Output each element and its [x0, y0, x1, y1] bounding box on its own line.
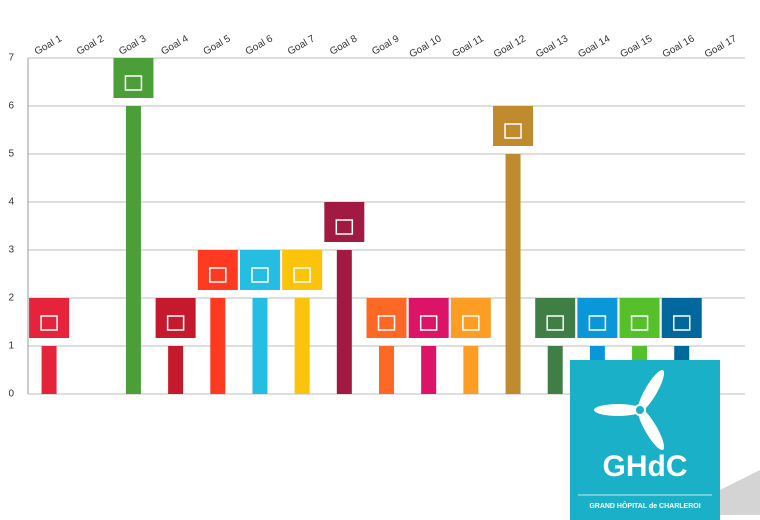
sdg-icon-box	[408, 298, 449, 338]
sdg-icon	[282, 250, 323, 290]
sdg-icon	[155, 298, 196, 338]
logo-subtitle: GRAND HÔPITAL de CHARLEROI	[589, 501, 700, 510]
y-tick-label: 1	[8, 341, 14, 352]
y-tick-label: 5	[8, 149, 14, 160]
x-tick-label: Goal 2	[75, 33, 106, 57]
bar	[547, 346, 563, 394]
y-tick-label: 0	[8, 389, 14, 400]
sdg-icon-glyph	[166, 315, 185, 331]
logo-name: GHdC	[603, 450, 688, 483]
sdg-icon-box	[577, 298, 618, 338]
bar	[294, 298, 310, 394]
sdg-icon	[661, 298, 702, 338]
sdg-icon-box	[535, 298, 576, 338]
x-tick-label: Goal 4	[159, 33, 190, 57]
sdg-icon-glyph	[40, 315, 58, 331]
sdg-icon	[535, 298, 576, 338]
x-tick-label: Goal 8	[328, 33, 359, 57]
bar	[41, 346, 57, 394]
sdg-icon	[366, 298, 407, 338]
sdg-icon	[324, 202, 365, 242]
sdg-icon-glyph	[630, 315, 649, 331]
sdg-icon-box	[366, 298, 407, 338]
sdg-icon-glyph	[504, 123, 522, 139]
bar	[463, 346, 479, 394]
x-tick-label: Goal 14	[576, 33, 612, 60]
sdg-icon-glyph	[462, 315, 480, 331]
x-tick-label: Goal 10	[408, 33, 444, 60]
x-tick-label: Goal 7	[286, 33, 317, 57]
sdg-icon-box	[450, 298, 491, 338]
sdg-icon-box	[155, 298, 196, 338]
sdg-icon-glyph	[672, 315, 691, 331]
sdg-icon-glyph	[419, 315, 438, 331]
logo-blade	[594, 404, 642, 416]
logo-hub	[634, 404, 646, 416]
logo: GHdC GRAND HÔPITAL de CHARLEROI	[570, 360, 720, 520]
sdg-icon	[493, 106, 534, 146]
bar	[210, 298, 226, 394]
x-tick-label: Goal 13	[534, 33, 570, 60]
x-tick-label: Goal 9	[370, 33, 401, 57]
x-tick-label: Goal 15	[619, 33, 655, 60]
bar	[336, 250, 352, 394]
x-tick-label: Goal 6	[244, 33, 275, 57]
sdg-icon-glyph	[124, 75, 143, 91]
bar	[505, 154, 521, 394]
sdg-icon-box	[29, 298, 70, 338]
sdg-icon	[408, 298, 449, 338]
sdg-icon	[450, 298, 491, 338]
sdg-icon-glyph	[546, 315, 564, 331]
bar	[252, 298, 268, 394]
sdg-icon-glyph	[293, 267, 311, 283]
logo-box	[570, 360, 720, 520]
sdg-icon-box	[619, 298, 660, 338]
sdg-icon	[113, 58, 154, 98]
x-tick-label: Goal 11	[450, 33, 486, 60]
x-tick-label: Goal 3	[117, 33, 148, 57]
sdg-icon-glyph	[209, 267, 227, 283]
y-tick-label: 7	[8, 53, 14, 64]
x-tick-label: Goal 12	[492, 33, 528, 60]
sdg-icon	[197, 250, 238, 290]
sdg-icon	[577, 298, 618, 338]
x-tick-label: Goal 16	[661, 33, 697, 60]
sdg-icon-glyph	[251, 267, 269, 283]
sdg-icon	[619, 298, 660, 338]
sdg-icon-glyph	[588, 315, 607, 331]
sdg-icon-box	[239, 250, 280, 290]
sdg-icon-box	[113, 58, 154, 98]
x-tick-label: Goal 1	[33, 33, 64, 57]
y-tick-label: 3	[8, 245, 14, 256]
sdg-icon-box	[282, 250, 323, 290]
sdg-icon	[29, 298, 70, 338]
bar	[421, 346, 437, 394]
y-tick-label: 2	[8, 293, 14, 304]
logo-blade	[637, 408, 665, 451]
logo-blade	[637, 369, 665, 412]
bar	[125, 106, 141, 394]
sdg-icon-box	[197, 250, 238, 290]
y-tick-label: 6	[8, 101, 14, 112]
sdg-icon-box	[661, 298, 702, 338]
y-tick-label: 4	[8, 197, 14, 208]
sdg-icon-glyph	[335, 219, 354, 235]
sdg-icon-box	[493, 106, 534, 146]
sdg-icon	[239, 250, 280, 290]
sdg-icon-box	[324, 202, 365, 242]
bar	[168, 346, 184, 394]
x-tick-label: Goal 5	[202, 33, 233, 57]
sdg-icon-glyph	[377, 315, 396, 331]
x-tick-label: Goal 17	[703, 33, 739, 60]
bar	[379, 346, 394, 394]
